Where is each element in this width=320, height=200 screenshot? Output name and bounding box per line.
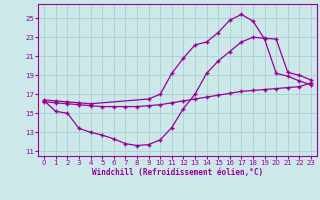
X-axis label: Windchill (Refroidissement éolien,°C): Windchill (Refroidissement éolien,°C)	[92, 168, 263, 177]
